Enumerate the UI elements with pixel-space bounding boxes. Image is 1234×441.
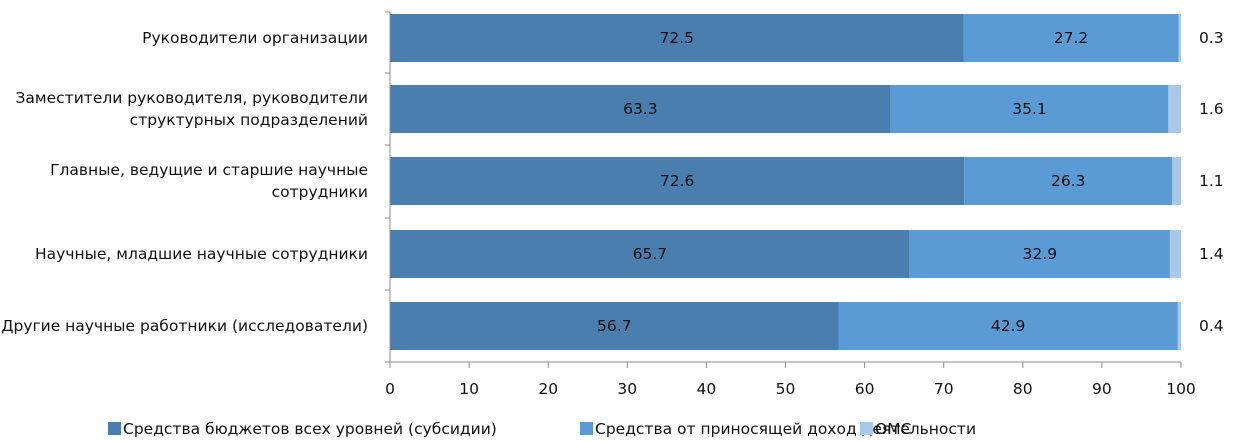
- x-tick-label: 0: [385, 380, 395, 398]
- x-tick-label: 60: [855, 380, 875, 398]
- x-tick-label: 50: [776, 380, 796, 398]
- x-tick-label: 10: [459, 380, 479, 398]
- data-label: 27.2: [1054, 29, 1089, 47]
- x-tick-label: 40: [697, 380, 717, 398]
- x-tick-label: 100: [1166, 380, 1196, 398]
- legend-label: ОМС: [875, 420, 911, 438]
- legend: Средства бюджетов всех уровней (субсидии…: [108, 420, 976, 438]
- legend-label: Средства от приносящей доход деятельност…: [595, 420, 976, 438]
- category-labels: Руководители организации Заместители руко…: [1, 29, 368, 335]
- category-label: Руководители организации: [142, 29, 368, 47]
- x-tick-label: 70: [934, 380, 954, 398]
- data-label: 63.3: [623, 100, 658, 118]
- data-label: 42.9: [991, 317, 1026, 335]
- data-label: 1.4: [1199, 245, 1224, 263]
- bar-segment: [1178, 302, 1181, 350]
- data-label: 1.1: [1199, 172, 1224, 190]
- data-label: 0.4: [1199, 317, 1224, 335]
- data-label: 72.6: [660, 172, 695, 190]
- data-label: 65.7: [633, 245, 668, 263]
- data-label: 56.7: [597, 317, 632, 335]
- x-tick-label: 20: [538, 380, 558, 398]
- bar-segment: [1168, 85, 1181, 133]
- data-label: 72.5: [659, 29, 694, 47]
- category-label: Заместители руководителя, руководители ст…: [16, 89, 369, 129]
- legend-label: Средства бюджетов всех уровней (субсидии…: [123, 420, 497, 438]
- x-tick-label: 80: [1013, 380, 1033, 398]
- legend-swatch: [860, 422, 873, 435]
- category-label: Главные, ведущие и старшие научные сотруд…: [50, 161, 368, 201]
- bar-segment: [1179, 14, 1181, 62]
- data-label: 1.6: [1199, 100, 1224, 118]
- bar-segment: [1172, 157, 1181, 205]
- x-tick-label: 90: [1092, 380, 1112, 398]
- bar-segment: [1170, 230, 1181, 278]
- data-label: 26.3: [1051, 172, 1086, 190]
- legend-swatch: [580, 422, 593, 435]
- data-label: 0.3: [1199, 29, 1224, 47]
- data-label: 32.9: [1023, 245, 1058, 263]
- legend-swatch: [108, 422, 121, 435]
- category-label: Другие научные работники (исследователи): [1, 317, 368, 335]
- data-label: 35.1: [1012, 100, 1047, 118]
- x-tick-label: 30: [617, 380, 637, 398]
- category-label: Научные, младшие научные сотрудники: [35, 245, 368, 263]
